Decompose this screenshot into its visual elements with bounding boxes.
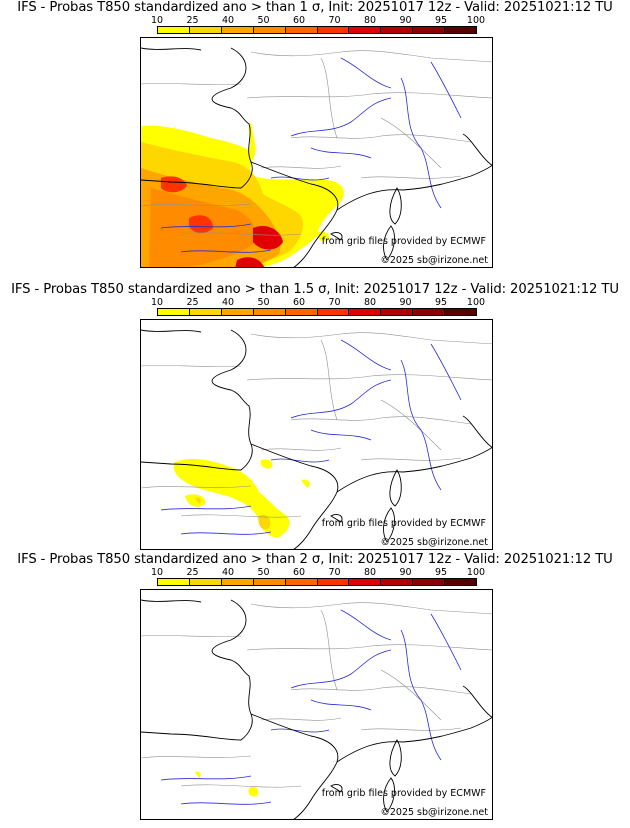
legend-tick: 40 bbox=[221, 567, 235, 578]
legend-tick: 10 bbox=[150, 15, 164, 26]
panel-title: IFS - Probas T850 standardized ano > tha… bbox=[17, 552, 613, 567]
probability-map: from grib files provided by ECMWF ©2025 … bbox=[140, 589, 493, 820]
legend-tick: 100 bbox=[466, 297, 486, 308]
legend-color-swatch bbox=[317, 27, 350, 33]
legend-color-swatch bbox=[189, 27, 222, 33]
legend-color-swatch bbox=[349, 309, 382, 315]
legend-tick: 25 bbox=[186, 567, 199, 578]
legend-tick: 40 bbox=[221, 297, 235, 308]
copyright-credit: ©2025 sb@irizone.net bbox=[380, 807, 488, 818]
rivers bbox=[160, 609, 462, 805]
data-source-credit: from grib files provided by ECMWF bbox=[321, 788, 486, 799]
legend-color-swatch bbox=[445, 579, 477, 585]
legend-tick: 100 bbox=[466, 567, 486, 578]
legend-tick: 50 bbox=[257, 297, 270, 308]
probability-legend: 10 25 40 50 60 70 80 90 95 100 bbox=[151, 15, 485, 37]
legend-color-swatch bbox=[413, 579, 446, 585]
legend-tick: 95 bbox=[434, 15, 448, 26]
map-svg bbox=[141, 329, 492, 549]
legend-color-swatch bbox=[158, 309, 190, 315]
legend-color-swatch bbox=[189, 579, 222, 585]
legend-color-swatch bbox=[317, 579, 350, 585]
legend-tick: 50 bbox=[257, 567, 270, 578]
map-svg bbox=[141, 599, 492, 819]
legend-tick: 70 bbox=[328, 297, 341, 308]
legend-color-swatch bbox=[349, 579, 382, 585]
coastline bbox=[141, 329, 492, 549]
copyright-credit: ©2025 sb@irizone.net bbox=[380, 255, 488, 266]
legend-color-swatch bbox=[445, 27, 477, 33]
legend-tick: 50 bbox=[257, 15, 270, 26]
legend-tick: 100 bbox=[466, 15, 486, 26]
legend-tick: 80 bbox=[363, 15, 377, 26]
map-svg bbox=[141, 47, 492, 267]
coastline bbox=[141, 599, 492, 819]
legend-color-swatch bbox=[413, 27, 446, 33]
legend-color-bar bbox=[157, 308, 477, 316]
legend-tick: 10 bbox=[150, 297, 164, 308]
legend-color-swatch bbox=[253, 309, 286, 315]
legend-tick: 60 bbox=[292, 567, 306, 578]
panel-title: IFS - Probas T850 standardized ano > tha… bbox=[17, 0, 613, 15]
legend-tick: 25 bbox=[186, 15, 199, 26]
legend-color-swatch bbox=[285, 579, 318, 585]
country-borders bbox=[141, 50, 492, 236]
legend-color-swatch bbox=[189, 309, 222, 315]
legend-tick: 10 bbox=[150, 567, 164, 578]
legend-tick: 60 bbox=[292, 15, 306, 26]
rivers bbox=[160, 57, 462, 253]
legend-tick: 90 bbox=[399, 15, 412, 26]
legend-color-swatch bbox=[285, 309, 318, 315]
legend-color-swatch bbox=[158, 579, 190, 585]
legend-color-swatch bbox=[221, 27, 254, 33]
legend-tick: 95 bbox=[434, 297, 448, 308]
legend-tick: 40 bbox=[221, 15, 235, 26]
legend-color-bar bbox=[157, 26, 477, 34]
legend-tick: 80 bbox=[363, 297, 377, 308]
rivers bbox=[160, 339, 462, 535]
legend-tick: 90 bbox=[399, 297, 412, 308]
data-source-credit: from grib files provided by ECMWF bbox=[321, 236, 486, 247]
legend-color-swatch bbox=[253, 579, 286, 585]
data-source-credit: from grib files provided by ECMWF bbox=[321, 518, 486, 529]
probability-shading bbox=[141, 122, 344, 267]
legend-color-swatch bbox=[349, 27, 382, 33]
coastline bbox=[141, 47, 492, 267]
legend-tick: 70 bbox=[328, 567, 341, 578]
legend-color-swatch bbox=[221, 309, 254, 315]
country-borders bbox=[141, 332, 492, 518]
legend-tick: 90 bbox=[399, 567, 412, 578]
legend-color-swatch bbox=[445, 309, 477, 315]
legend-tick: 60 bbox=[292, 297, 306, 308]
panel-title: IFS - Probas T850 standardized ano > tha… bbox=[11, 282, 619, 297]
legend-color-swatch bbox=[381, 579, 414, 585]
legend-tick: 95 bbox=[434, 567, 448, 578]
legend-color-swatch bbox=[381, 309, 414, 315]
legend-tick: 80 bbox=[363, 567, 377, 578]
legend-color-swatch bbox=[253, 27, 286, 33]
probability-shading bbox=[173, 459, 310, 538]
legend-color-bar bbox=[157, 578, 477, 586]
legend-color-swatch bbox=[158, 27, 190, 33]
map-panel-2: IFS - Probas T850 standardized ano > tha… bbox=[0, 282, 630, 554]
probability-shading bbox=[195, 771, 259, 797]
probability-map: from grib files provided by ECMWF ©2025 … bbox=[140, 37, 493, 268]
country-borders bbox=[141, 602, 492, 788]
legend-color-swatch bbox=[221, 579, 254, 585]
probability-legend: 10 25 40 50 60 70 80 90 95 100 bbox=[151, 297, 485, 319]
probability-map: from grib files provided by ECMWF ©2025 … bbox=[140, 319, 493, 550]
legend-tick: 70 bbox=[328, 15, 341, 26]
map-panel-3: IFS - Probas T850 standardized ano > tha… bbox=[0, 552, 630, 824]
copyright-credit: ©2025 sb@irizone.net bbox=[380, 537, 488, 548]
legend-tick: 25 bbox=[186, 297, 199, 308]
legend-color-swatch bbox=[413, 309, 446, 315]
legend-color-swatch bbox=[317, 309, 350, 315]
legend-color-swatch bbox=[381, 27, 414, 33]
map-panel-1: IFS - Probas T850 standardized ano > tha… bbox=[0, 0, 630, 272]
probability-legend: 10 25 40 50 60 70 80 90 95 100 bbox=[151, 567, 485, 589]
legend-color-swatch bbox=[285, 27, 318, 33]
